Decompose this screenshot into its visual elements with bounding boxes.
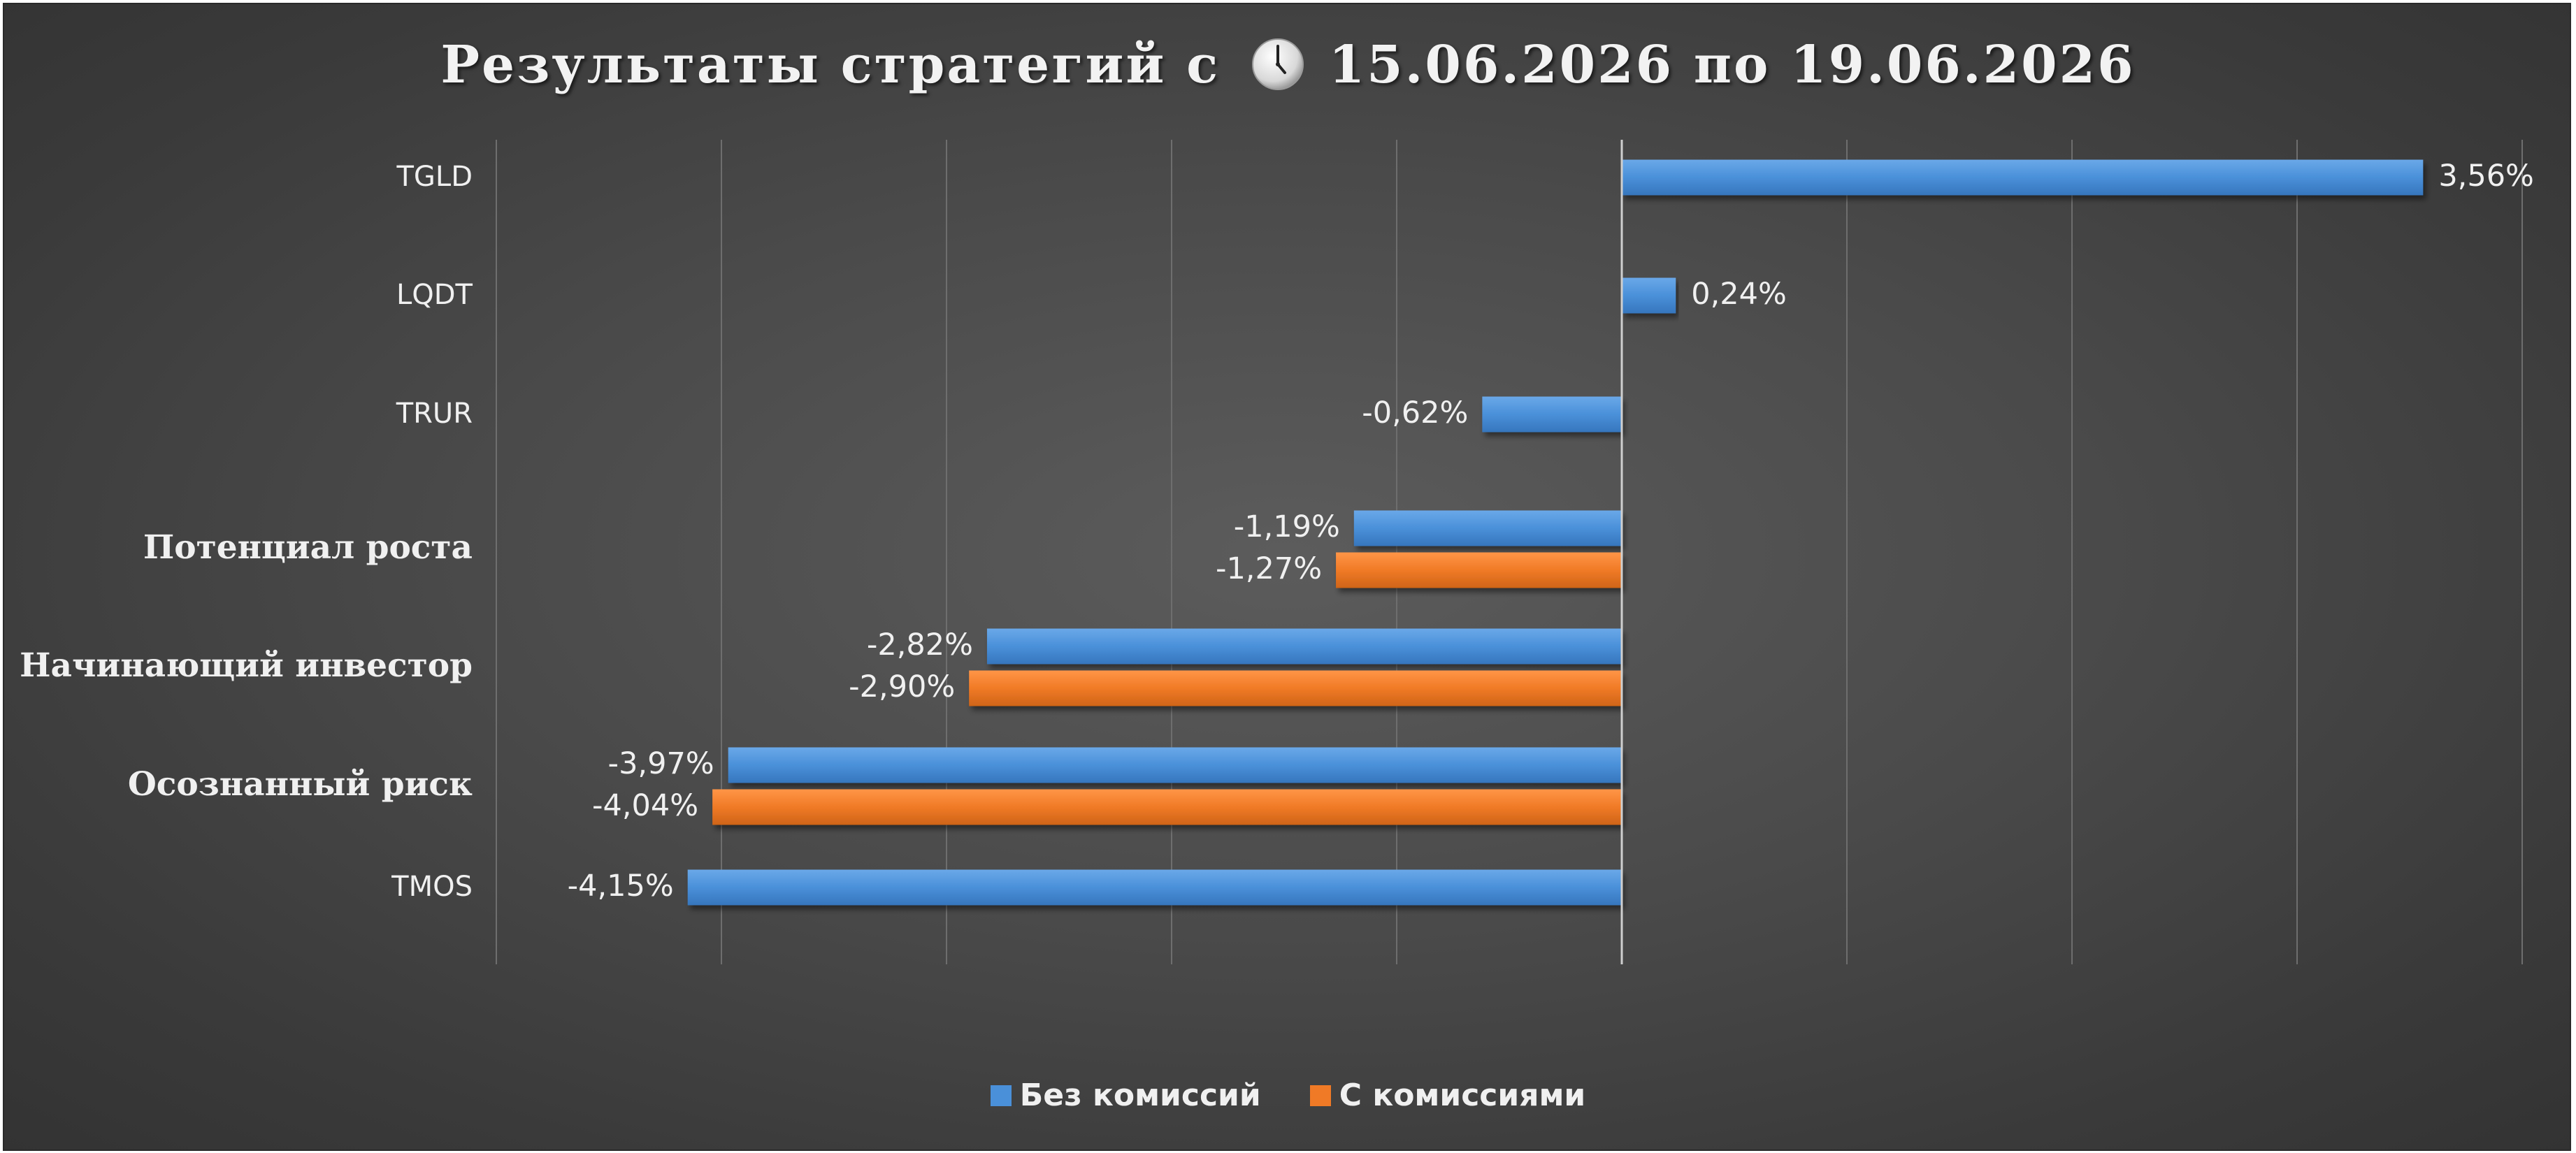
bar-bez-komissiy [1482,396,1622,433]
bar-s-komissiyami [712,789,1622,825]
chart-title: Результаты стратегий с 15.06.2026 по 19.… [0,35,2576,95]
bar-s-komissiyami [969,670,1622,706]
chart-title-dates: 15.06.2026 по 19.06.2026 [1328,35,2136,95]
data-label: 3,56% [2438,159,2534,194]
bar-s-komissiyami [1336,552,1622,588]
data-label: -4,04% [592,788,699,823]
legend-swatch-orange [1309,1085,1331,1106]
data-label: -2,82% [866,628,973,662]
category-label: Начинающий инвестор [20,646,473,685]
category-label: TGLD [396,161,473,193]
data-label: -3,97% [607,746,714,781]
category-label: TRUR [396,398,473,430]
category-label: TMOS [391,871,473,903]
bars [687,159,2424,906]
data-label: -0,62% [1362,396,1469,430]
category-label: Потенциал роста [143,528,473,567]
bar-bez-komissiy [687,869,1622,906]
bar-bez-komissiy [728,747,1622,783]
legend-item-s-komissiyami: С комиссиями [1309,1078,1586,1113]
data-label: -1,27% [1215,551,1323,586]
gridlines [496,140,2523,964]
data-label: -4,15% [567,869,674,904]
data-label: -2,90% [849,669,956,704]
legend-item-bez-komissiy: Без комиссий [990,1078,1261,1113]
chart-title-text: Результаты стратегий с [440,35,1221,95]
legend-label-bez-komissiy: Без комиссий [1019,1078,1261,1113]
bar-bez-komissiy [986,628,1622,665]
bar-bez-komissiy [1622,277,1676,314]
data-label: 0,24% [1691,277,1787,312]
bar-bez-komissiy [1622,159,2424,196]
legend: Без комиссий С комиссиями [0,1078,2576,1113]
category-label: LQDT [396,279,473,311]
category-label: Осознанный риск [127,765,473,804]
bar-bez-komissiy [1353,510,1622,546]
data-label: -1,19% [1233,509,1340,544]
clock-icon [1251,38,1304,90]
legend-swatch-blue [990,1085,1012,1106]
legend-label-s-komissiyami: С комиссиями [1339,1078,1586,1113]
